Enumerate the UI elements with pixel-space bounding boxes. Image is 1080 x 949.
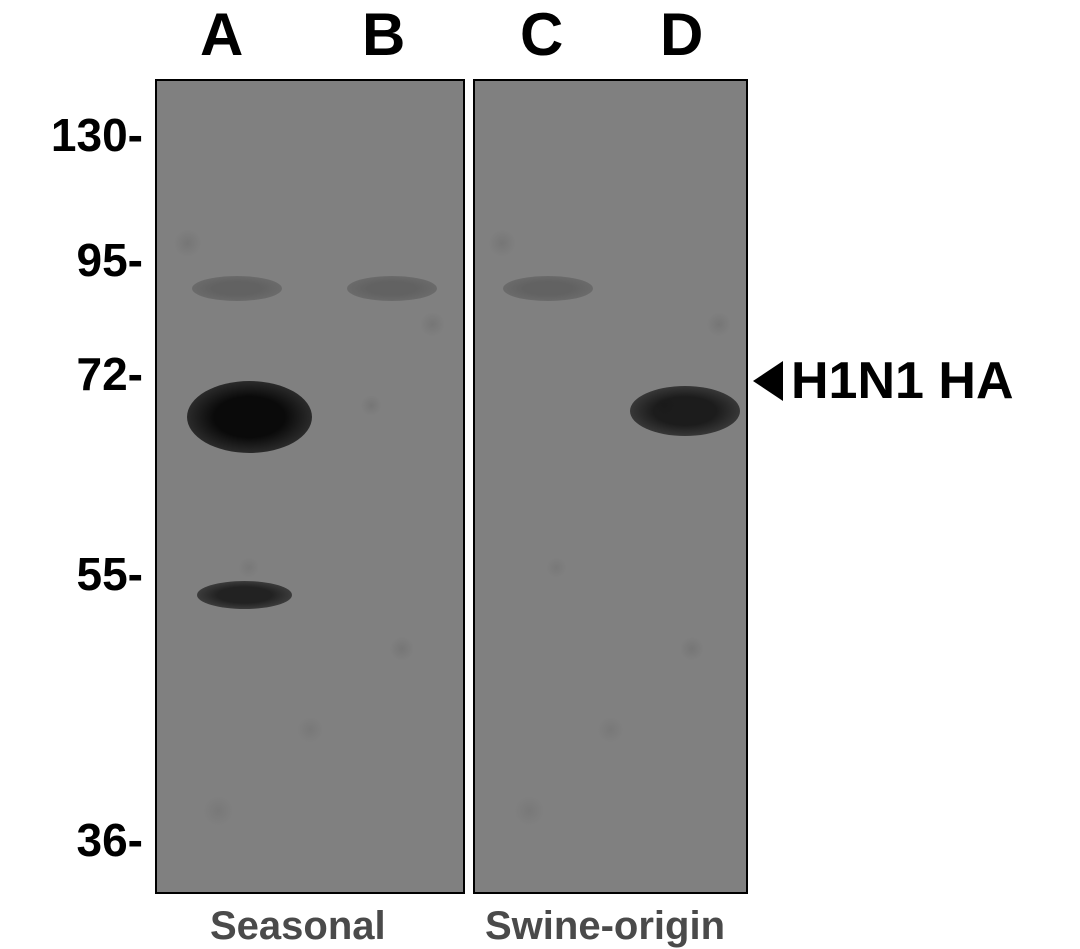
marker-72: 72- bbox=[77, 347, 143, 401]
blot-panel-seasonal bbox=[155, 79, 465, 894]
marker-130: 130- bbox=[51, 108, 143, 162]
band bbox=[192, 276, 282, 301]
blot-panel-swine bbox=[473, 79, 748, 894]
marker-95: 95- bbox=[77, 233, 143, 287]
panel-divider bbox=[465, 79, 473, 894]
condition-swine: Swine-origin bbox=[485, 904, 725, 949]
panel-noise bbox=[475, 81, 746, 892]
lane-label-d: D bbox=[660, 0, 703, 69]
band bbox=[187, 381, 312, 453]
blot-figure-container: A B C D 130- 95- 72- 55- 36- H1N1 HA Sea… bbox=[0, 0, 1080, 947]
band bbox=[630, 386, 740, 436]
arrowhead-icon bbox=[753, 361, 783, 401]
h1n1-ha-arrow-label: H1N1 HA bbox=[753, 351, 1014, 411]
condition-seasonal: Seasonal bbox=[210, 904, 386, 949]
band bbox=[347, 276, 437, 301]
lane-label-c: C bbox=[520, 0, 563, 69]
lane-label-a: A bbox=[200, 0, 243, 69]
panel-noise bbox=[157, 81, 463, 892]
band bbox=[503, 276, 593, 301]
lane-label-b: B bbox=[362, 0, 405, 69]
marker-36: 36- bbox=[77, 813, 143, 867]
band bbox=[197, 581, 292, 609]
marker-55: 55- bbox=[77, 547, 143, 601]
arrow-text: H1N1 HA bbox=[791, 351, 1014, 411]
